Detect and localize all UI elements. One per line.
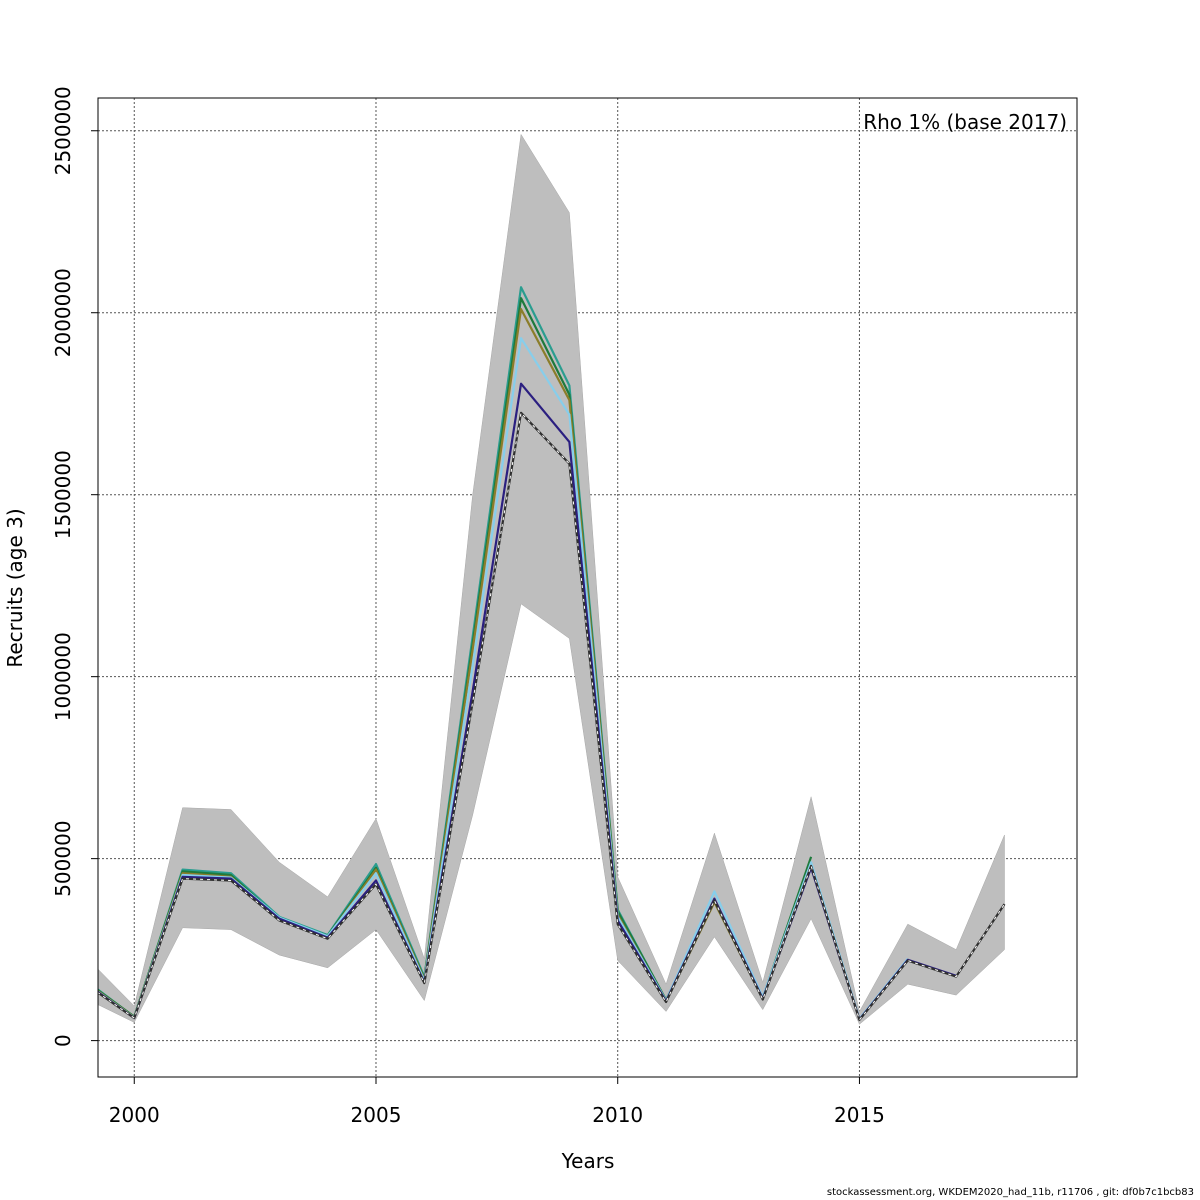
series-line-dash	[98, 412, 1005, 1021]
x-tick-label: 2015	[834, 1103, 885, 1127]
confidence-band	[98, 133, 1005, 1025]
confidence-band-layer	[98, 133, 1005, 1025]
legend-text: Rho 1% (base 2017)	[863, 110, 1067, 134]
x-tick-label: 2010	[592, 1103, 643, 1127]
y-tick-label: 500000	[51, 820, 75, 896]
x-axis: 2000 2005 2010 2015	[109, 1077, 885, 1127]
y-axis-label: Recruits (age 3)	[3, 508, 27, 667]
y-axis: 0 500000 1000000 1500000 2000000 2500000	[51, 86, 98, 1047]
y-tick-label: 1000000	[51, 632, 75, 721]
x-tick-label: 2000	[109, 1103, 160, 1127]
series-layer	[98, 286, 1006, 1021]
footer-credit: stockassessment.org, WKDEM2020_had_11b, …	[826, 1187, 1194, 1198]
y-tick-label: 2500000	[51, 86, 75, 175]
plot-frame	[97, 97, 1078, 1078]
x-axis-label: Years	[561, 1149, 615, 1173]
x-tick-label: 2005	[351, 1103, 402, 1127]
y-tick-label: 2000000	[51, 268, 75, 357]
y-tick-label: 1500000	[51, 450, 75, 539]
y-tick-label: 0	[51, 1034, 75, 1047]
